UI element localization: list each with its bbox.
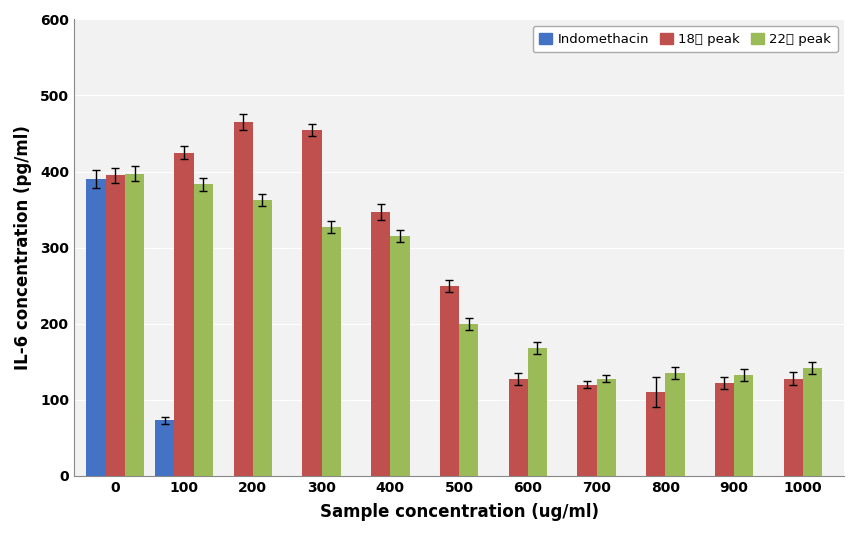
Bar [577, 385, 596, 476]
Bar [665, 373, 685, 476]
Legend: Indomethacin, 18분 peak, 22분 peak: Indomethacin, 18분 peak, 22분 peak [533, 26, 837, 52]
X-axis label: Sample concentration (ug/ml): Sample concentration (ug/ml) [319, 503, 599, 521]
Y-axis label: IL-6 concentration (pg/ml): IL-6 concentration (pg/ml) [14, 125, 32, 370]
Bar [174, 152, 194, 476]
Bar [528, 348, 547, 476]
Bar [390, 236, 409, 476]
Bar [783, 379, 803, 476]
Bar [87, 179, 106, 476]
Bar [155, 421, 174, 476]
Bar [509, 379, 528, 476]
Bar [596, 379, 616, 476]
Bar [646, 392, 665, 476]
Bar [715, 383, 734, 476]
Bar [372, 212, 390, 476]
Bar [440, 286, 459, 476]
Bar [734, 374, 753, 476]
Bar [194, 185, 213, 476]
Bar [322, 227, 341, 476]
Bar [233, 122, 253, 476]
Bar [302, 129, 322, 476]
Bar [459, 324, 479, 476]
Bar [106, 175, 125, 476]
Bar [803, 368, 822, 476]
Bar [125, 174, 144, 476]
Bar [253, 200, 272, 476]
